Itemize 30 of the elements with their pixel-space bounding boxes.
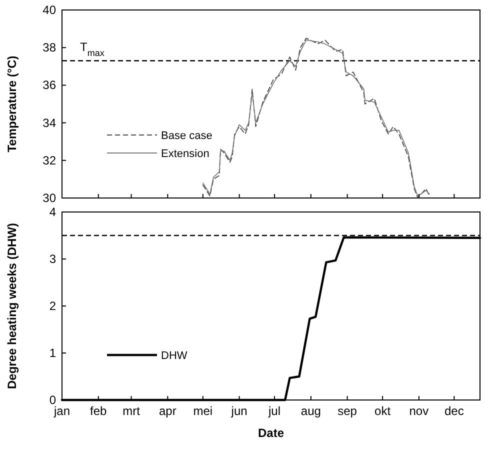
y-tick-label: 4 — [49, 205, 56, 219]
y-tick-label: 34 — [42, 116, 56, 130]
x-tick-label: okt — [374, 404, 392, 418]
y-axis-title: Temperature (°C) — [5, 56, 19, 152]
y-tick-label: 38 — [42, 40, 56, 55]
y-tick-label: 2 — [49, 299, 56, 313]
legend-label: DHW — [161, 350, 188, 362]
x-tick-label: sep — [338, 404, 358, 418]
x-tick-label: aug — [300, 404, 321, 418]
y-tick-label: 3 — [49, 252, 56, 266]
y-tick-label: 30 — [42, 191, 56, 205]
y-tick-label: 0 — [49, 393, 56, 407]
x-tick-label: jun — [230, 404, 248, 418]
x-tick-label: feb — [90, 404, 108, 418]
y-tick-label: 1 — [49, 346, 56, 360]
ref-line-label: T$_{max}$ — [80, 40, 105, 58]
x-tick-label: mei — [193, 404, 213, 418]
x-tick-label: apr — [159, 404, 176, 418]
y-tick-label: 36 — [42, 78, 56, 92]
x-tick-label: nov — [409, 404, 429, 418]
x-tick-label: jan — [52, 404, 70, 418]
y-tick-label: 32 — [42, 153, 56, 168]
legend-label: Base case — [161, 130, 212, 142]
x-tick-label: jul — [268, 404, 281, 418]
legend-label: Extension — [161, 148, 210, 160]
x-axis-title: Date — [258, 426, 284, 440]
y-axis-title: Degree heating weeks (DHW) — [5, 222, 19, 390]
x-tick-label: mrt — [122, 404, 141, 418]
y-tick-label: 40 — [42, 3, 56, 17]
x-tick-label: dec — [444, 404, 464, 418]
